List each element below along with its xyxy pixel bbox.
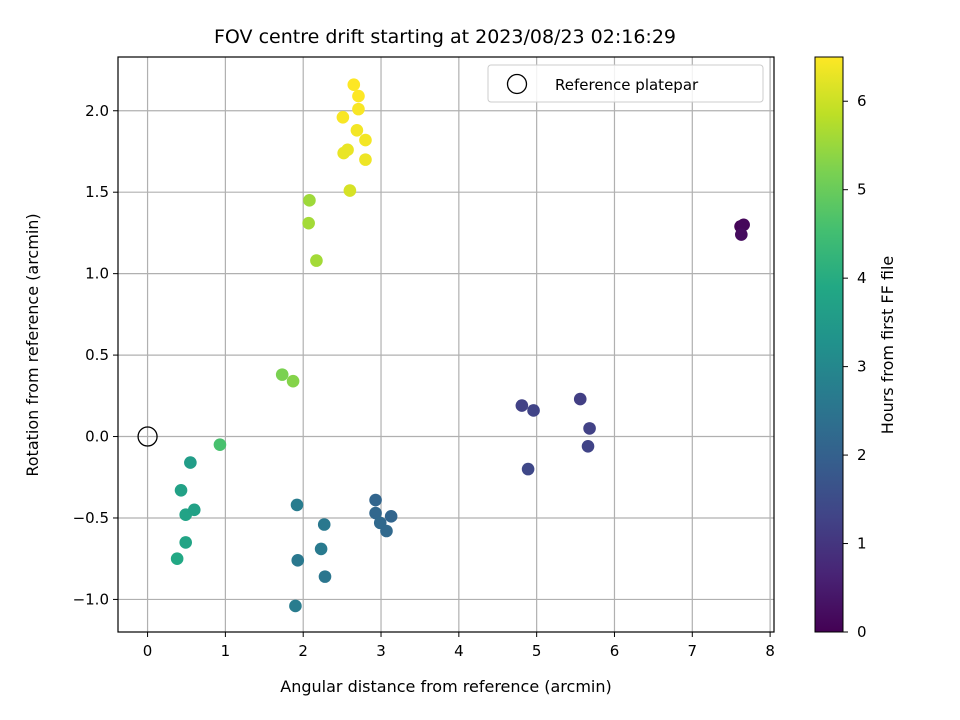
data-point-34 [341, 143, 354, 157]
x-tick-label-2: 2 [298, 642, 308, 660]
data-point-41 [347, 78, 361, 91]
colorbar: 0 1 2 3 4 5 6 Hours from first FF file [814, 56, 897, 641]
data-point-9 [369, 493, 382, 507]
data-point-17 [291, 554, 305, 567]
data-point-12 [384, 510, 398, 523]
data-point-29 [303, 194, 316, 207]
chart-title: FOV centre drift starting at 2023/08/23 … [214, 26, 676, 48]
data-point-24 [179, 536, 193, 549]
data-point-31 [310, 254, 323, 267]
data-point-38 [336, 110, 350, 124]
data-point-16 [314, 542, 328, 556]
data-point-7 [581, 440, 595, 453]
data-point-3 [515, 399, 529, 412]
data-point-19 [289, 599, 302, 613]
colorbar-tick-label-2: 2 [857, 446, 867, 464]
data-point-21 [174, 483, 188, 497]
legend-box [487, 64, 764, 103]
data-point-13 [380, 524, 393, 538]
colorbar-tick-label-3: 3 [857, 358, 867, 376]
colorbar-label: Hours from first FF file [878, 256, 897, 435]
data-point-10 [369, 506, 382, 520]
data-point-14 [290, 498, 304, 512]
data-point-37 [350, 124, 364, 137]
colorbar-ticks: 0 1 2 3 4 5 6 [843, 92, 867, 641]
data-point-1 [737, 218, 750, 232]
y-tick-label-1: −0.5 [73, 509, 109, 527]
x-tick-label-0: 0 [143, 642, 153, 660]
y-tick-label-4: 1.0 [85, 265, 109, 283]
data-point-25 [170, 552, 184, 565]
data-point-18 [318, 570, 332, 583]
x-axis-label: Angular distance from reference (arcmin) [280, 677, 611, 696]
x-axis-ticks: 0 1 2 3 4 5 6 7 8 [143, 632, 775, 660]
y-tick-label-0: −1.0 [73, 590, 109, 608]
data-point-2 [735, 228, 748, 241]
x-tick-label-8: 8 [765, 642, 775, 660]
x-tick-label-1: 1 [221, 642, 231, 660]
x-tick-label-5: 5 [532, 642, 542, 660]
data-point-6 [583, 422, 596, 435]
legend-reference-marker [506, 73, 528, 95]
data-point-30 [302, 216, 315, 230]
reference-layer [137, 426, 158, 447]
x-tick-label-4: 4 [454, 642, 464, 660]
data-point-40 [352, 89, 365, 103]
colorbar-tick-label-4: 4 [857, 269, 867, 287]
data-point-27 [275, 368, 289, 381]
y-tick-label-6: 2.0 [85, 102, 109, 120]
x-tick-label-7: 7 [688, 642, 698, 660]
data-point-15 [317, 518, 331, 531]
data-point-32 [343, 184, 357, 197]
data-point-4 [527, 404, 540, 417]
y-axis-label: Rotation from reference (arcmin) [23, 213, 42, 476]
colorbar-tick-label-5: 5 [857, 181, 867, 199]
data-point-5 [573, 392, 587, 406]
y-tick-label-2: 0.0 [85, 428, 109, 446]
data-point-35 [359, 153, 372, 166]
y-axis-ticks: −1.0 −0.5 0.0 0.5 1.0 1.5 2.0 [73, 102, 118, 608]
plot-frame [117, 56, 775, 633]
data-points [170, 78, 750, 613]
x-tick-label-3: 3 [376, 642, 386, 660]
data-point-23 [187, 503, 201, 517]
data-point-39 [352, 102, 365, 116]
data-point-8 [521, 462, 535, 476]
legend-reference-label: Reference platepar [555, 76, 699, 94]
data-point-20 [184, 456, 197, 469]
x-tick-label-6: 6 [610, 642, 620, 660]
colorbar-tick-label-0: 0 [857, 623, 867, 641]
colorbar-tick-label-1: 1 [857, 535, 867, 553]
data-point-28 [286, 374, 300, 388]
colorbar-gradient [814, 56, 844, 633]
grid [118, 57, 774, 632]
reference-platepar-marker [137, 426, 158, 447]
data-point-36 [359, 133, 372, 147]
legend: Reference platepar [487, 64, 764, 103]
colorbar-tick-label-6: 6 [857, 92, 867, 110]
y-tick-label-3: 0.5 [85, 346, 109, 364]
y-tick-label-5: 1.5 [85, 183, 109, 201]
data-point-26 [213, 438, 227, 451]
